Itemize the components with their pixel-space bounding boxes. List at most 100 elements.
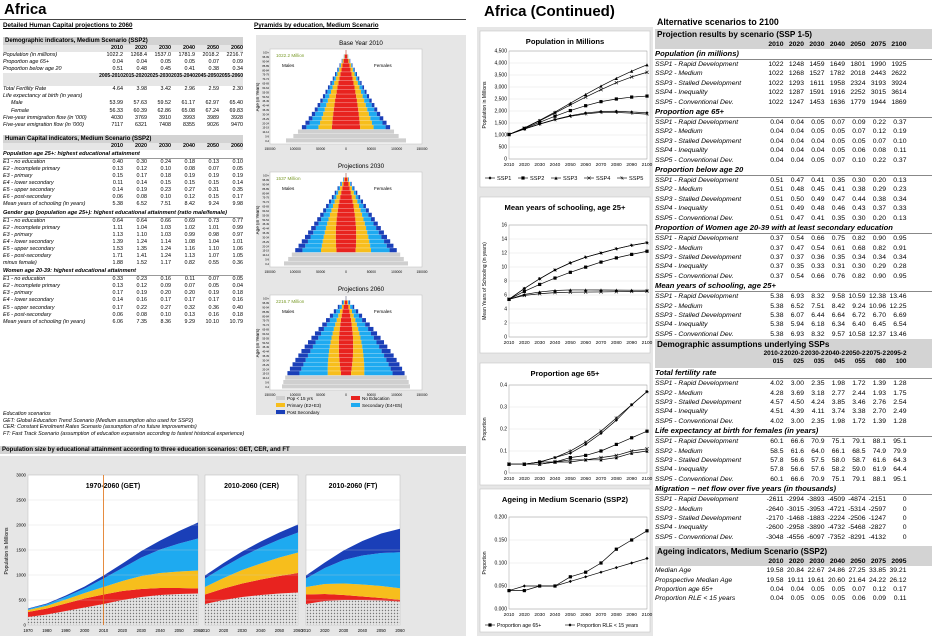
pyramid-bar-female xyxy=(346,323,352,327)
pyramid-age-label: 75-79 xyxy=(262,196,269,200)
assump-row-value: 2.49 xyxy=(886,407,907,416)
proj-row-value: 1022 xyxy=(763,98,784,107)
assump-row-value: 57.8 xyxy=(763,456,784,465)
area-xtick: 2050 xyxy=(377,628,387,633)
pyramid-age-label: 0-4 xyxy=(265,385,269,389)
chart-xtick: 2090 xyxy=(626,340,637,346)
proj-row-value: 0.54 xyxy=(784,272,805,281)
hc-row-value: 0.97 xyxy=(219,232,243,239)
pyramid-xtick: 0 xyxy=(345,393,347,397)
proj-row-value: 8.42 xyxy=(825,302,846,311)
life-row-value: 69.83 xyxy=(219,108,243,115)
pyramid-bar-female xyxy=(351,191,354,195)
pyramid-bar-male xyxy=(290,367,301,371)
pyramid-xtick: 150000 xyxy=(264,147,275,151)
pyramid-bar-male xyxy=(340,327,346,331)
hc-row-value: 9.29 xyxy=(171,319,195,326)
assump-row: SSP5 - Conventional Dev.-3048-4556-6097-… xyxy=(655,533,932,542)
proj-row-value: 0.35 xyxy=(825,214,846,223)
chart-ytick: 4,500 xyxy=(494,49,507,55)
proj-row-value: 0.11 xyxy=(886,146,907,155)
pyramid-bar-male xyxy=(341,191,346,195)
pyramid-bar-female xyxy=(363,94,367,98)
assump-row-value: -2600 xyxy=(763,523,784,532)
pyramid-bar-male xyxy=(345,300,346,304)
pyramid-xtick: 50000 xyxy=(316,393,325,397)
life-row-value: 61.17 xyxy=(171,100,195,107)
assump-row-value: 57.6 xyxy=(804,465,825,474)
proj-row-value: 0.35 xyxy=(825,176,846,185)
pyramid-bar-female xyxy=(391,367,402,371)
pyramid-bar-female xyxy=(346,182,349,186)
proj-row-value: 5.38 xyxy=(763,311,784,320)
pyramid-bar-male xyxy=(324,327,334,331)
pyramid-bar-male xyxy=(328,371,341,375)
pyramid-bar-male xyxy=(342,182,343,186)
pyramid-bar-female xyxy=(356,94,362,98)
assump-row-value: -2994 xyxy=(784,495,805,504)
hc-row-value: 0.14 xyxy=(99,187,123,194)
pyramid-bar-female xyxy=(346,305,348,309)
chart-point xyxy=(584,454,587,457)
proj-row-value: 0.30 xyxy=(845,176,866,185)
life-row-value: 67.24 xyxy=(195,108,219,115)
assump-row-value: -4732 xyxy=(825,523,846,532)
hc-row-value: 0.05 xyxy=(195,283,219,290)
hc-row-value: 0.99 xyxy=(219,225,243,232)
demo-years-row-spacer xyxy=(3,45,99,52)
pyramid-bar-female xyxy=(346,130,394,134)
chart-xtick: 2080 xyxy=(611,476,622,482)
area-xtick: 2020 xyxy=(118,628,128,633)
proj-row-value: 0.04 xyxy=(784,146,805,155)
proj-row-value: 0.91 xyxy=(886,244,907,253)
pyramid-bar-male xyxy=(305,244,322,248)
proj-row-value: 0.46 xyxy=(825,204,846,213)
proj-row-value: 1022 xyxy=(763,79,784,88)
pyramid-bar-male xyxy=(298,130,346,134)
pyramid-xtick: 100000 xyxy=(290,270,301,274)
hc-row-value: 0.32 xyxy=(171,305,195,312)
assump-row-value: 74.9 xyxy=(866,447,887,456)
pyramid-bar-female xyxy=(346,261,408,265)
hc-row-value: 0.73 xyxy=(195,218,219,225)
assump-row-value: 61.6 xyxy=(866,456,887,465)
chart-xtick: 2070 xyxy=(596,340,607,346)
proj-years-row-spacer xyxy=(655,40,763,49)
proj-row-value: 0.04 xyxy=(784,156,805,165)
pyramid-bar-male xyxy=(336,94,346,98)
proj-row-value: 1591 xyxy=(804,88,825,97)
pyramid-bar-male xyxy=(335,72,336,76)
ageing-row-value: 0.04 xyxy=(763,585,784,594)
hc-row-label: E3 - primary xyxy=(3,173,99,180)
pyramid-bar-female xyxy=(376,226,381,230)
pyramid-bar-female xyxy=(360,121,372,125)
proj-row-value: 3015 xyxy=(866,88,887,97)
proj-row-value: 13.46 xyxy=(886,330,907,339)
tfr-row-value: 4.64 xyxy=(99,86,123,93)
proj-row-value: 10.96 xyxy=(866,302,887,311)
proj-row-value: 6.52 xyxy=(784,302,805,311)
pyramid-yaxis-label: Age (in Years) xyxy=(256,205,260,234)
pyramid-bar-male xyxy=(340,72,346,76)
hc-row-value: 9.98 xyxy=(219,201,243,208)
pyramid-xtick: 150000 xyxy=(416,393,427,397)
assump-row: SSP3 - Stalled Development-2170-1468-188… xyxy=(655,514,932,523)
hc-row-value: 0.18 xyxy=(171,159,195,166)
pyramid-bar-female xyxy=(353,305,355,309)
proj-row-value: 0.09 xyxy=(845,118,866,127)
legend-swatch xyxy=(276,396,285,400)
scenario-caption: FT: Fast Track Scenario (assumption of e… xyxy=(3,431,253,438)
legend-label: No Education xyxy=(362,396,390,401)
ageing-row-label: Proportion age 65+ xyxy=(655,585,763,594)
chart-xtick: 2060 xyxy=(580,612,591,618)
pyramid-bar-male xyxy=(322,116,333,120)
pyramid-bar-male xyxy=(343,309,346,313)
pyramid-age-label: 100+ xyxy=(263,174,269,178)
hc-row-value: 0.19 xyxy=(171,173,195,180)
hc-row-value: 0.19 xyxy=(123,187,147,194)
hc-row-value: 0.35 xyxy=(219,187,243,194)
proj-row-value: 0.13 xyxy=(886,176,907,185)
